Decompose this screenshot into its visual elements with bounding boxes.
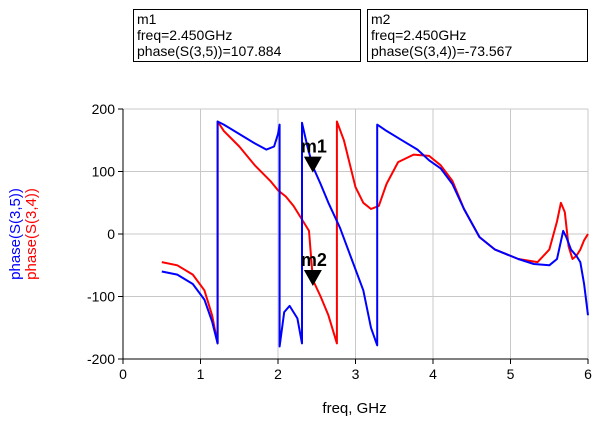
y-axis-label-0: phase(S(3,5)) (7, 188, 24, 280)
y-tick-label: 100 (92, 164, 116, 180)
series-line-phase-s-3-4- (161, 120, 589, 345)
marker-name: m1 (137, 11, 157, 27)
marker-m2-triangle (303, 269, 322, 286)
marker-m2-label: m2 (301, 250, 327, 270)
y-tick-label: -200 (87, 351, 115, 367)
marker-readout-m2: m2 freq=2.450GHz phase(S(3,4))=-73.567 (367, 9, 588, 62)
marker-value: phase(S(3,4))=-73.567 (371, 43, 513, 59)
marker-freq: freq=2.450GHz (371, 27, 467, 43)
y-tick-label: 0 (107, 226, 115, 242)
x-tick-label: 3 (352, 366, 360, 382)
x-tick-label: 0 (119, 366, 127, 382)
series-line-phase-s-3-5- (161, 120, 589, 348)
marker-name: m2 (371, 11, 391, 27)
y-tick-label: -100 (87, 289, 115, 305)
x-tick-label: 2 (274, 366, 282, 382)
marker-m1-label: m1 (301, 137, 327, 157)
marker-freq: freq=2.450GHz (137, 27, 233, 43)
x-axis-label: freq, GHz (322, 400, 386, 417)
marker-readout-m1: m1 freq=2.450GHz phase(S(3,5))=107.884 (133, 9, 361, 62)
marker-value: phase(S(3,5))=107.884 (137, 43, 282, 59)
x-tick-label: 6 (584, 366, 592, 382)
x-tick-label: 5 (507, 366, 515, 382)
x-tick-label: 1 (197, 366, 205, 382)
y-axis-label-1: phase(S(3,4)) (23, 188, 40, 280)
y-tick-label: 200 (92, 101, 116, 117)
marker-m1-triangle (303, 156, 322, 173)
x-tick-label: 4 (429, 366, 437, 382)
